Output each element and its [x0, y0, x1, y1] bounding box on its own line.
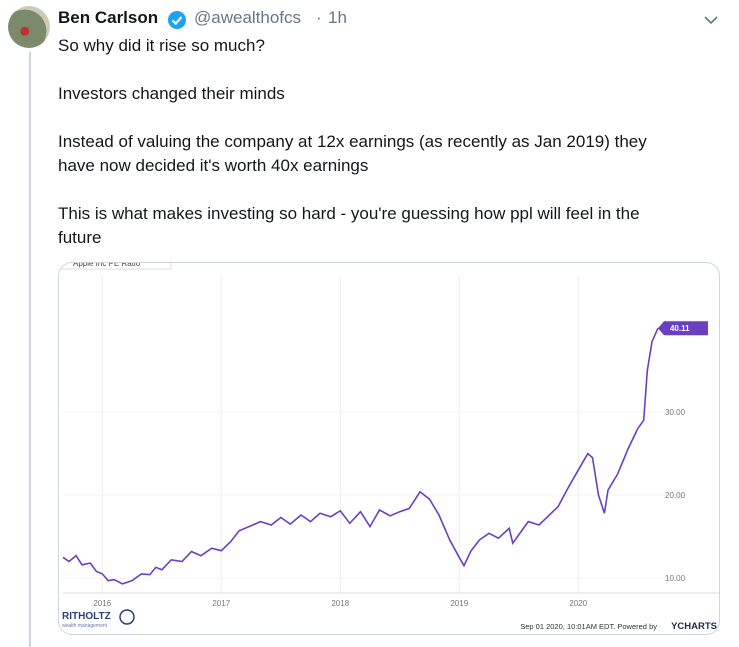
tweet-line: This is what makes investing so hard - y…: [58, 204, 640, 223]
y-tick-label: 30.00: [665, 408, 686, 417]
logo-mark: [119, 609, 135, 625]
author-name[interactable]: Ben Carlson: [58, 8, 159, 27]
x-tick-label: 2017: [212, 599, 230, 608]
x-tick-label: 2016: [93, 599, 111, 608]
avatar[interactable]: [8, 6, 50, 48]
handle[interactable]: @awealthofcs: [194, 8, 302, 27]
brand: YCHARTS: [671, 621, 717, 632]
last-value-label: 40.11: [670, 324, 690, 333]
chart: Apple Inc PE Ratio 2016 2017 2018 2019 2020 10…: [59, 263, 719, 632]
tweet-line: future: [58, 228, 102, 247]
pe-line: [62, 327, 659, 585]
x-tick-label: 2018: [331, 599, 349, 608]
y-tick-label: 20.00: [665, 491, 686, 500]
chart-title: Apple Inc PE Ratio: [73, 263, 141, 268]
footer: Sep 01 2020, 10:01AM EDT. Powered by: [520, 622, 657, 631]
y-tick-label: 10.00: [665, 574, 686, 583]
x-tick-label: 2020: [569, 599, 587, 608]
media-card[interactable]: Apple Inc PE Ratio 2016 2017 2018 2019 2020 10…: [58, 262, 720, 635]
thread-line: [29, 52, 31, 647]
tweet-line: Instead of valuing the company at 12x ea…: [58, 132, 647, 151]
logo: RITHOLTZ: [62, 611, 111, 622]
verified-badge: [168, 11, 186, 29]
tweet-line: Investors changed their minds: [58, 84, 285, 103]
chart-title-box: [59, 263, 172, 270]
separator: ·: [316, 8, 322, 27]
logo-sub: wealth management: [62, 623, 108, 629]
tweet-line: have now decided it's worth 40x earnings: [58, 156, 369, 175]
x-tick-label: 2019: [450, 599, 468, 608]
caret[interactable]: [703, 12, 719, 28]
last-value-flag: [657, 321, 708, 336]
tweet-line: So why did it rise so much?: [58, 36, 265, 55]
timestamp[interactable]: 1h: [328, 8, 347, 27]
